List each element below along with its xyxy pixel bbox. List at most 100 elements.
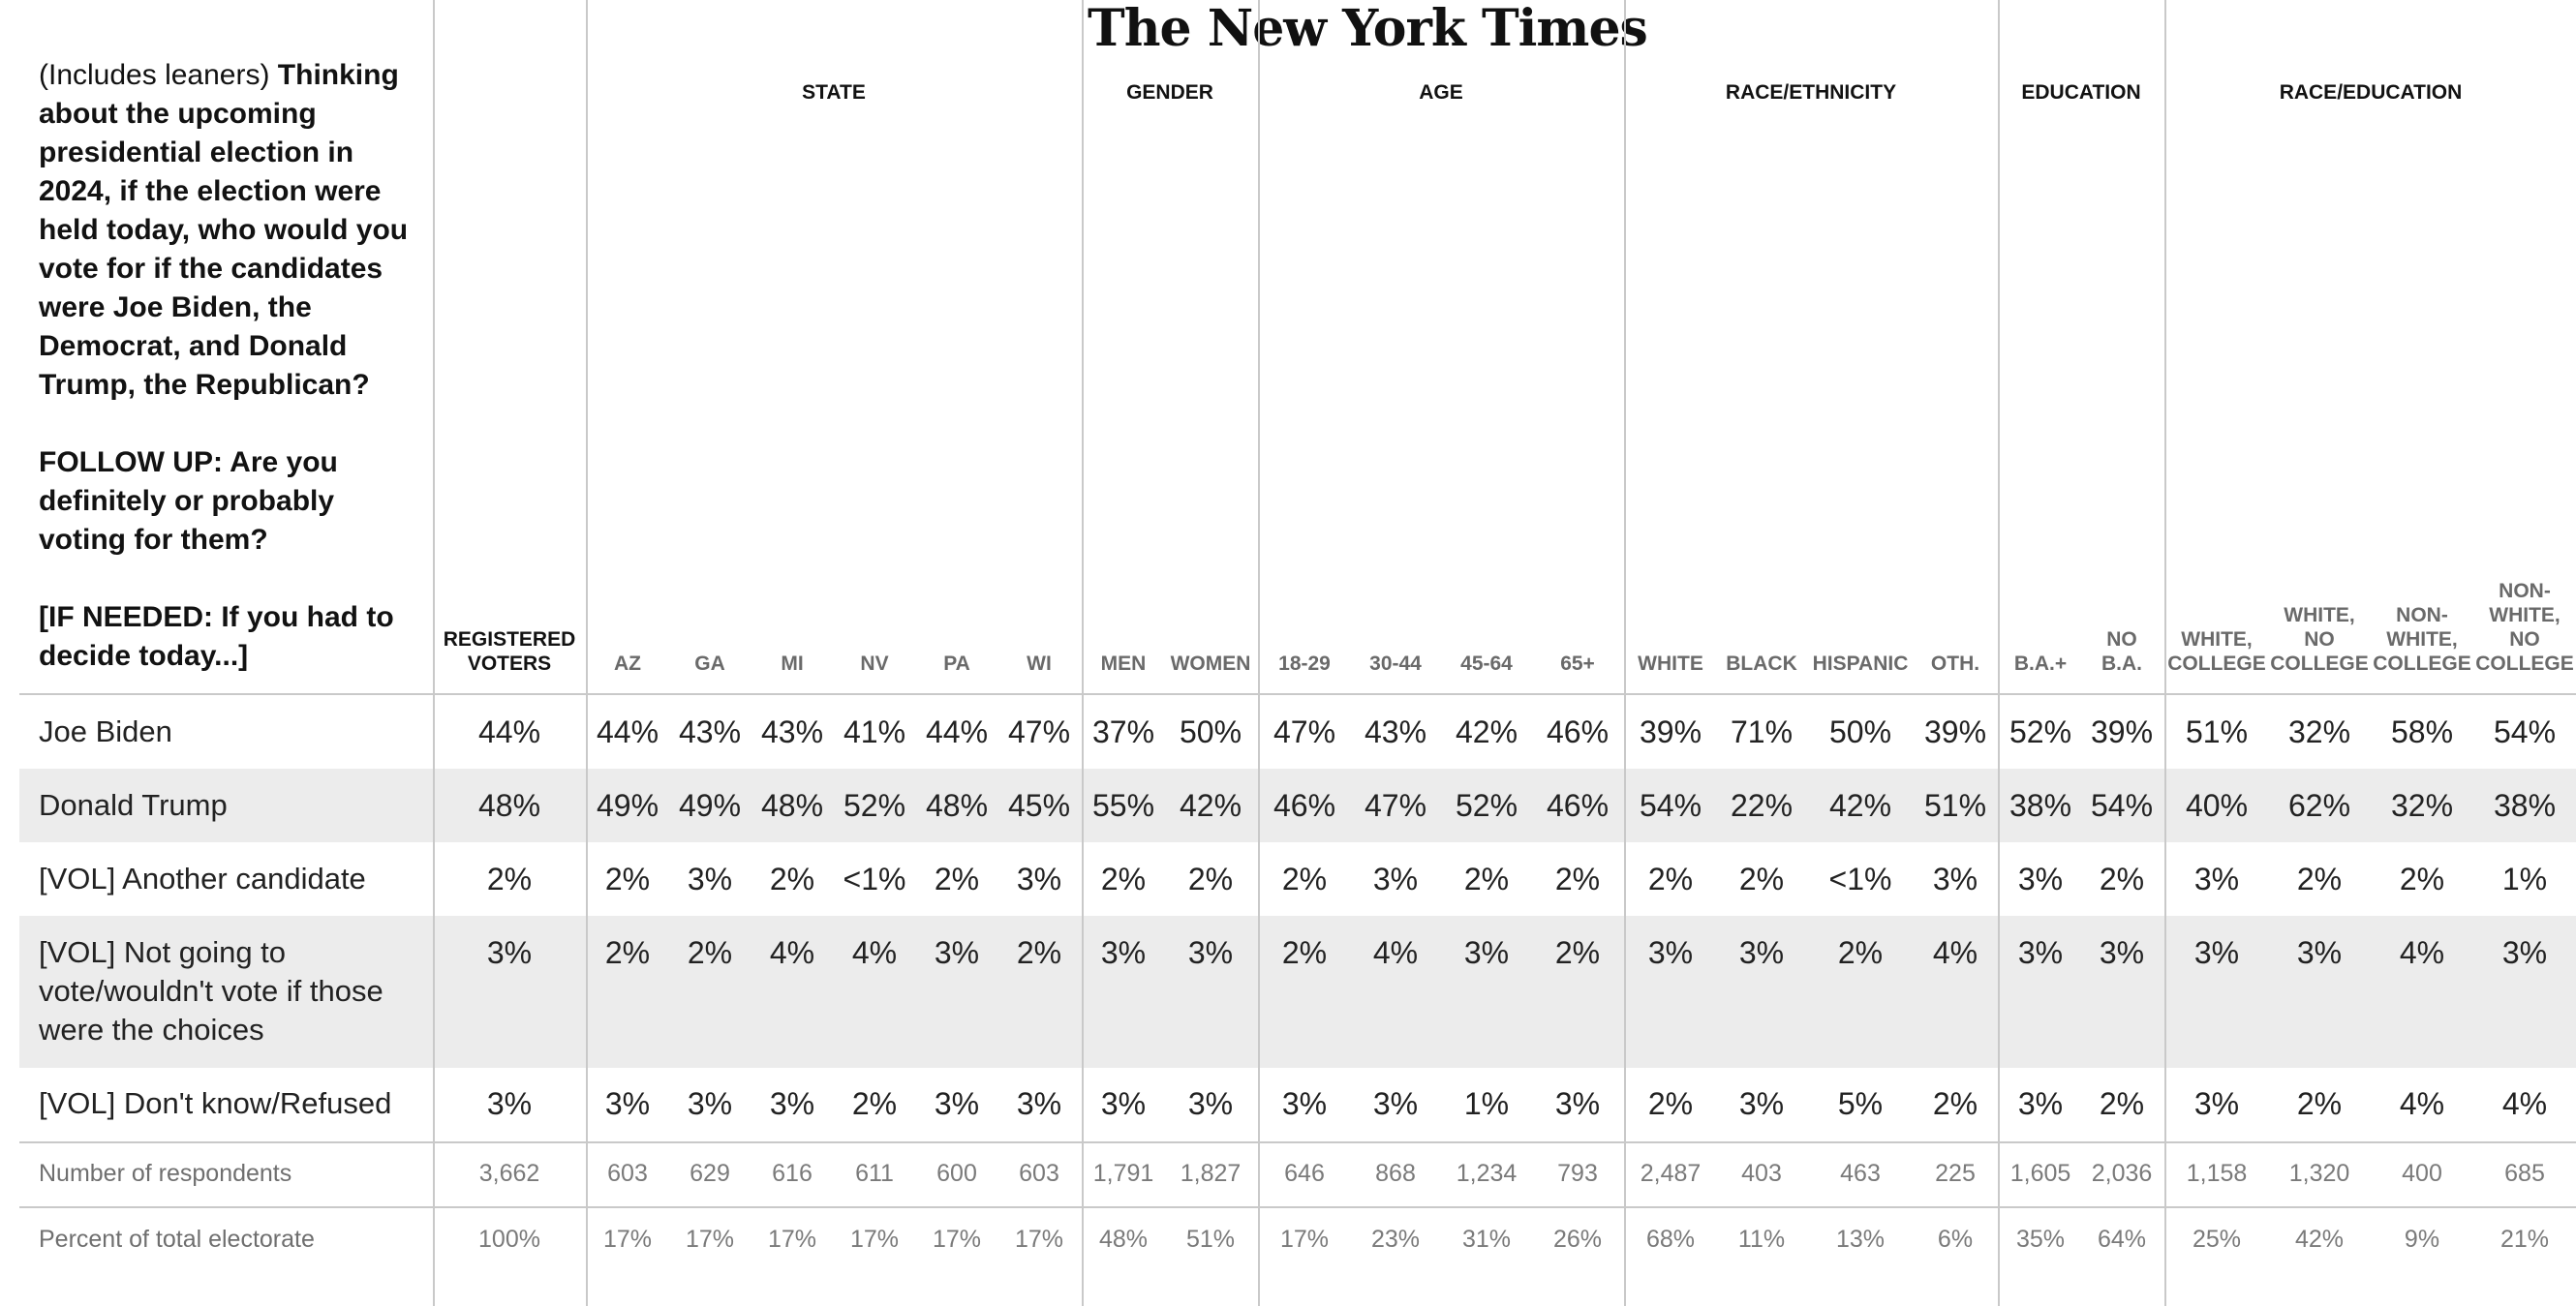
group-header-race-ethnicity: RACE/ETHNICITY — [1725, 81, 1897, 104]
table-cell: 4% — [851, 935, 898, 970]
footer-cell: 17% — [685, 1226, 735, 1253]
footer-cell: 225 — [1935, 1160, 1976, 1187]
table-cell: 38% — [2009, 788, 2072, 823]
table-cell: 54% — [2493, 714, 2557, 749]
footer-cell: 2,487 — [1640, 1160, 1702, 1187]
separator-gender — [1082, 0, 1084, 1306]
table-cell: 42% — [1828, 788, 1892, 823]
table-cell: 51% — [1923, 788, 1987, 823]
table-cell: 3% — [934, 935, 980, 970]
question-if-needed: [IF NEEDED: If you had to decide today..… — [39, 601, 394, 672]
footer-cell: 17% — [602, 1226, 653, 1253]
footer-cell: 1,320 — [2288, 1160, 2350, 1187]
table-cell: 3% — [1016, 862, 1062, 896]
footer-cell: 51% — [1185, 1226, 1236, 1253]
footer-cell: 6% — [1937, 1226, 1974, 1253]
column-header-pa: PA — [943, 653, 970, 675]
question-followup: FOLLOW UP: Are you definitely or probabl… — [39, 446, 338, 556]
table-cell: 3% — [2296, 935, 2343, 970]
footer-cell: 629 — [690, 1160, 730, 1187]
footer-cell: 35% — [2015, 1226, 2066, 1253]
table-cell: 2% — [687, 935, 733, 970]
table-cell: 3% — [934, 1086, 980, 1121]
row-label: [VOL] Another candidate — [39, 862, 366, 896]
table-cell: 2% — [2099, 1086, 2145, 1121]
footer-cell: 17% — [932, 1226, 982, 1253]
table-cell: 2% — [1187, 862, 1234, 896]
footer-divider-top — [19, 1141, 2576, 1143]
table-cell: 4% — [2399, 935, 2445, 970]
footer-cell: 463 — [1840, 1160, 1881, 1187]
column-header-65: 65+ — [1560, 653, 1595, 675]
header-divider — [19, 693, 2576, 695]
group-header-age: AGE — [1419, 81, 1463, 104]
footer-cell: 42% — [2294, 1226, 2345, 1253]
table-cell: 3% — [2193, 935, 2240, 970]
table-cell: 50% — [1179, 714, 1242, 749]
table-cell: 52% — [2009, 714, 2072, 749]
footer-label: Number of respondents — [39, 1160, 292, 1187]
table-cell: 46% — [1273, 788, 1336, 823]
table-cell: 40% — [2185, 788, 2249, 823]
footer-cell: 13% — [1835, 1226, 1886, 1253]
column-header-no-b-a: NO B.A. — [2101, 628, 2142, 675]
table-cell: 58% — [2390, 714, 2454, 749]
table-cell: 48% — [760, 788, 824, 823]
table-cell: 2% — [2296, 862, 2343, 896]
footer-cell: 11% — [1737, 1226, 1786, 1253]
separator-question — [433, 0, 435, 1306]
separator-race-education — [2164, 0, 2166, 1306]
footer-cell: 1,827 — [1180, 1160, 1242, 1187]
table-cell: 39% — [1923, 714, 1987, 749]
footer-cell: 64% — [2097, 1226, 2147, 1253]
table-cell: 4% — [2501, 1086, 2548, 1121]
table-cell: 3% — [1554, 1086, 1601, 1121]
table-cell: 2% — [1647, 862, 1694, 896]
table-cell: 47% — [1364, 788, 1427, 823]
table-cell: 51% — [2185, 714, 2249, 749]
table-cell: 3% — [1463, 935, 1510, 970]
row-label: Joe Biden — [39, 714, 172, 748]
footer-cell: 1,791 — [1092, 1160, 1154, 1187]
table-cell: 42% — [1455, 714, 1518, 749]
separator-education — [1998, 0, 2000, 1306]
table-cell: 2% — [604, 862, 651, 896]
table-cell: 44% — [477, 714, 541, 749]
group-header-gender: GENDER — [1126, 81, 1213, 104]
column-header-18-29: 18-29 — [1278, 653, 1331, 675]
table-cell: 4% — [2399, 1086, 2445, 1121]
table-cell: 39% — [2090, 714, 2154, 749]
table-cell: 2% — [1738, 862, 1785, 896]
table-cell: 2% — [2296, 1086, 2343, 1121]
footer-cell: 603 — [1019, 1160, 1059, 1187]
footer-cell: 17% — [849, 1226, 900, 1253]
table-cell: 32% — [2287, 714, 2351, 749]
table-cell: 44% — [925, 714, 989, 749]
question-body: Thinking about the upcoming presidential… — [39, 59, 409, 401]
table-cell: <1% — [843, 862, 906, 896]
table-cell: 49% — [596, 788, 659, 823]
table-cell: 3% — [2099, 935, 2145, 970]
column-header-hispanic: HISPANIC — [1812, 653, 1909, 675]
footer-cell: 68% — [1645, 1226, 1696, 1253]
table-cell: 3% — [486, 935, 533, 970]
table-cell: 3% — [2193, 862, 2240, 896]
table-cell: 49% — [678, 788, 742, 823]
table-cell: 39% — [1639, 714, 1702, 749]
row-shade-not-voting — [19, 916, 2576, 1068]
table-cell: 62% — [2287, 788, 2351, 823]
footer-cell: 2,036 — [2091, 1160, 2153, 1187]
column-header-az: AZ — [614, 653, 641, 675]
footer-cell: 600 — [936, 1160, 977, 1187]
table-cell: 2% — [769, 862, 815, 896]
footer-cell: 9% — [2404, 1226, 2440, 1253]
footer-cell: 611 — [855, 1160, 894, 1187]
table-cell: 43% — [1364, 714, 1427, 749]
column-header-oth: OTH. — [1930, 653, 1980, 675]
column-header-nv: NV — [860, 653, 889, 675]
table-cell: <1% — [1828, 862, 1892, 896]
table-cell: 3% — [1100, 1086, 1147, 1121]
footer-cell: 17% — [1014, 1226, 1064, 1253]
table-cell: 3% — [2193, 1086, 2240, 1121]
table-cell: 54% — [2090, 788, 2154, 823]
